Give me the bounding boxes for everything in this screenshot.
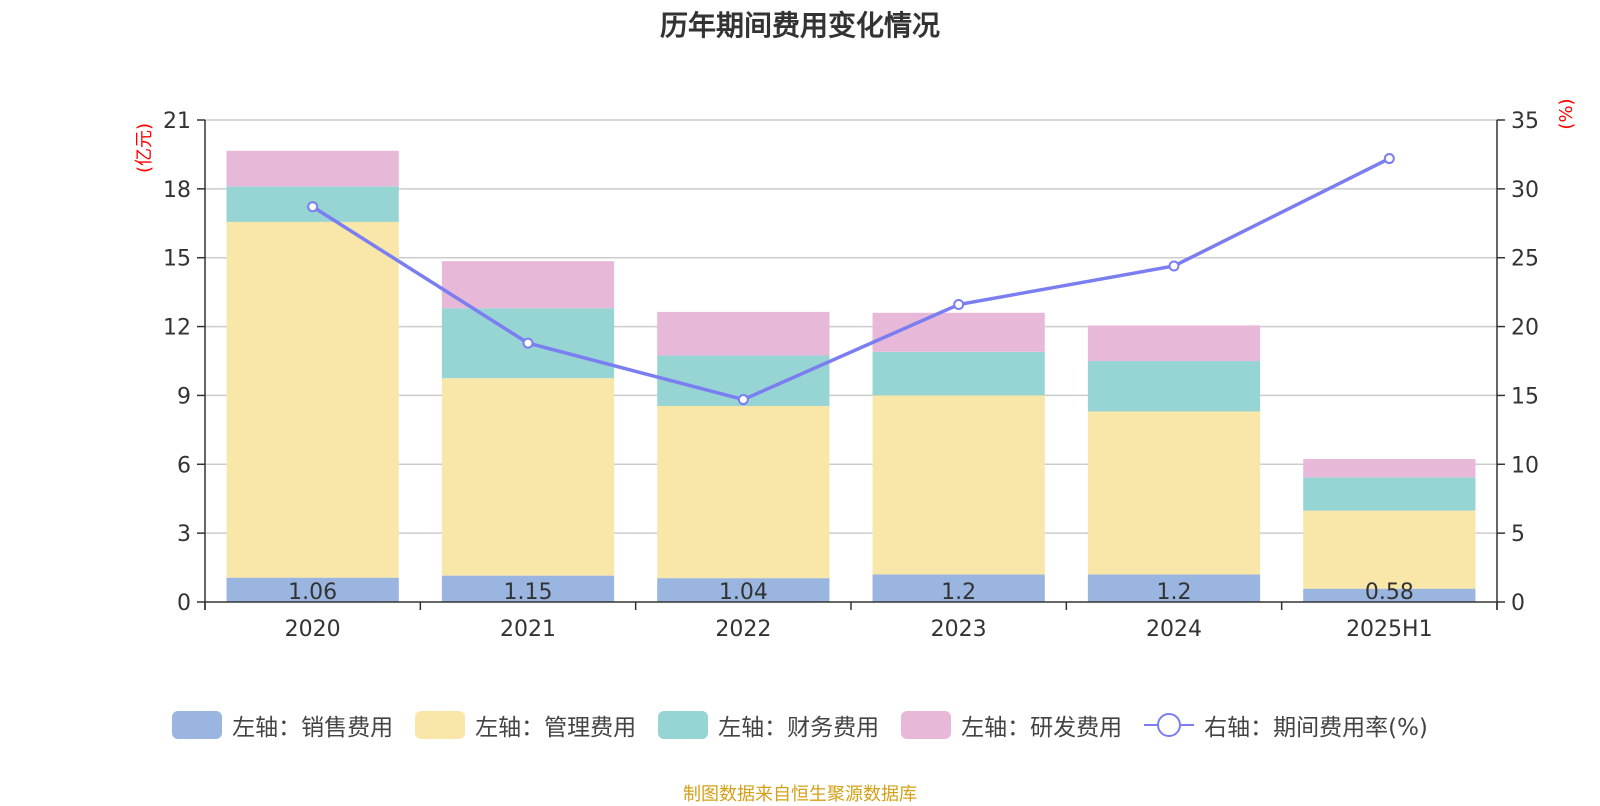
bar-admin [226, 221, 399, 578]
left-tick-label: 9 [177, 384, 191, 409]
left-tick-label: 15 [163, 247, 191, 272]
bar-admin [657, 405, 830, 579]
bar-rd [1087, 325, 1261, 361]
legend-item-rd[interactable]: 左轴：研发费用 [901, 708, 1122, 742]
chart-title: 历年期间费用变化情况 [659, 9, 940, 42]
bar-rd [872, 312, 1045, 352]
right-tick-label: 10 [1511, 453, 1539, 478]
bar-admin [872, 395, 1045, 575]
bar-finance [1087, 361, 1261, 412]
legend-label-rd: 左轴：研发费用 [961, 715, 1123, 741]
legend-swatch-finance [658, 711, 709, 739]
left-tick-label: 12 [163, 316, 191, 341]
legend-label-admin: 左轴：管理费用 [475, 715, 637, 741]
bar-data-label: 1.2 [1157, 580, 1192, 605]
x-tick-label: 2022 [715, 617, 771, 642]
bar-rd [441, 261, 615, 309]
rate-point [1383, 153, 1395, 165]
bar-finance [1303, 477, 1476, 511]
rate-point [522, 337, 534, 349]
right-tick-label: 0 [1511, 591, 1525, 616]
bar-data-label: 1.04 [719, 580, 768, 605]
legend-item-admin[interactable]: 左轴：管理费用 [415, 708, 636, 742]
legend-swatch-rd [901, 711, 952, 739]
x-tick-label: 2021 [500, 617, 556, 642]
bar-sales [1303, 588, 1476, 602]
rate-point [953, 299, 965, 311]
x-tick-label: 2025H1 [1346, 617, 1433, 642]
bar-sales [226, 577, 399, 602]
legend-item-rate[interactable]: 右轴：期间费用率(%) [1144, 708, 1428, 742]
legend-line-marker-icon [1144, 713, 1195, 737]
left-tick-label: 3 [177, 522, 191, 547]
bar-data-label: 1.15 [504, 580, 553, 605]
left-tick-label: 18 [163, 178, 191, 203]
bar-rd [657, 311, 830, 356]
rate-line [311, 156, 1391, 402]
bar-admin [1087, 411, 1261, 575]
bar-sales [1087, 574, 1261, 602]
bar-data-label: 0.58 [1365, 580, 1414, 605]
right-axis-unit: (%) [1556, 98, 1577, 129]
left-tick-label: 0 [177, 591, 191, 616]
left-axis-unit: (亿元) [134, 123, 155, 173]
rate-point [737, 394, 749, 406]
legend-swatch-admin [415, 711, 466, 739]
bar-admin [441, 378, 615, 576]
x-tick-label: 2024 [1146, 617, 1202, 642]
legend-swatch-sales [172, 711, 223, 739]
bar-admin [1303, 510, 1476, 589]
rate-point [307, 201, 319, 213]
bar-finance [872, 351, 1045, 396]
x-tick-label: 2020 [285, 617, 341, 642]
right-tick-label: 30 [1511, 178, 1539, 203]
source-note: 制图数据来自恒生聚源数据库 [683, 784, 917, 805]
left-tick-label: 21 [163, 109, 191, 134]
bar-rd [1303, 459, 1476, 478]
bar-sales [872, 574, 1045, 602]
x-tick-label: 2023 [931, 617, 987, 642]
legend-item-sales[interactable]: 左轴：销售费用 [172, 708, 393, 742]
legend-label-finance: 左轴：财务费用 [718, 715, 880, 741]
rate-point [1168, 260, 1180, 272]
right-tick-label: 5 [1511, 522, 1525, 547]
legend: 左轴：销售费用 左轴：管理费用 左轴：财务费用 左轴：研发费用 右轴：期间费用率… [0, 708, 1600, 742]
chart-area: 0 3 6 9 12 15 18 21 0 5 10 15 20 25 30 35 (亿元) (%) 1.06 1.1… [134, 98, 1577, 642]
legend-label-rate: 右轴：期间费用率(%) [1204, 715, 1428, 741]
bar-data-label: 1.2 [941, 580, 976, 605]
left-tick-label: 6 [177, 453, 191, 478]
bar-sales [657, 578, 830, 602]
right-tick-label: 20 [1511, 316, 1539, 341]
right-tick-label: 25 [1511, 247, 1539, 272]
right-tick-label: 35 [1511, 109, 1539, 134]
legend-item-finance[interactable]: 左轴：财务费用 [658, 708, 879, 742]
legend-label-sales: 左轴：销售费用 [232, 715, 394, 741]
bar-rd [226, 150, 399, 187]
bar-sales [441, 575, 615, 602]
right-tick-label: 15 [1511, 384, 1539, 409]
bar-data-label: 1.06 [288, 580, 337, 605]
